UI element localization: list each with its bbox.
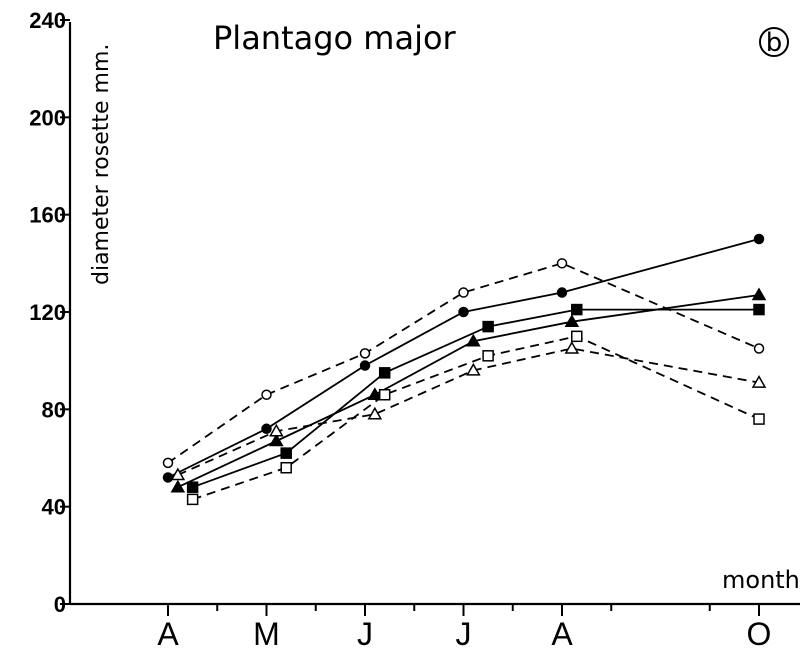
series-3-point-3	[458, 287, 469, 298]
series-0-point-0	[162, 472, 174, 483]
y-tick-label-1: 40	[42, 495, 66, 520]
series-0-point-1	[261, 423, 272, 435]
series-2-point-0	[186, 481, 199, 493]
series-2-point-3	[482, 320, 494, 333]
series-layer	[162, 233, 767, 506]
series-5	[186, 330, 765, 506]
chart-title: Plantago major	[213, 19, 457, 57]
series-0-point-3	[458, 306, 469, 318]
series-1-point-4	[564, 314, 580, 327]
series-2-point-2	[378, 367, 391, 379]
series-4-point-1	[269, 423, 284, 437]
series-1-point-0	[170, 479, 186, 493]
series-5-point-4	[571, 330, 583, 343]
series-0	[162, 233, 765, 483]
series-4-point-3	[466, 362, 481, 376]
series-4-line	[177, 347, 760, 476]
x-tick-label-3: J	[456, 616, 472, 649]
x-tick-label-5: O	[747, 616, 772, 649]
series-5-point-1	[280, 461, 292, 474]
series-1-point-2	[367, 387, 383, 400]
series-5-point-0	[186, 493, 199, 506]
series-3-point-0	[162, 457, 174, 469]
axes	[68, 22, 800, 606]
y-tick-label-6: 240	[29, 8, 66, 33]
series-0-line	[167, 238, 760, 479]
series-5-point-2	[378, 388, 391, 401]
y-tick-label-3: 120	[29, 300, 66, 325]
series-2-point-1	[280, 447, 292, 459]
series-4-point-4	[564, 340, 580, 354]
series-2-point-4	[571, 303, 583, 316]
panel-label-circle	[759, 27, 789, 57]
panel-label: b	[766, 28, 783, 58]
series-1-point-5	[751, 287, 767, 301]
x-tick-label-0: A	[157, 616, 179, 649]
series-1	[170, 287, 767, 493]
series-5-line	[192, 335, 760, 501]
y-tick-label-5: 200	[29, 105, 66, 130]
panel-label-badge: b	[759, 27, 789, 58]
y-tick-label-0: 0	[54, 592, 66, 617]
x-tick-label-1: M	[253, 616, 280, 649]
series-3-point-1	[261, 389, 272, 400]
series-3-line	[167, 262, 760, 464]
series-0-point-2	[359, 360, 371, 371]
series-4-point-0	[170, 467, 186, 481]
series-4-point-2	[367, 406, 383, 420]
series-3-point-5	[753, 343, 765, 354]
series-4-point-5	[751, 375, 767, 388]
series-3-point-4	[556, 258, 568, 269]
series-0-point-4	[556, 287, 568, 298]
series-5-point-5	[753, 413, 765, 425]
y-axis-label: diameter rosette mm.	[89, 44, 114, 285]
y-ticks: 0 40 80 120 160 200 240	[29, 8, 70, 617]
x-tick-label-4: A	[551, 616, 573, 649]
series-3	[162, 258, 765, 469]
series-5-point-3	[482, 350, 494, 362]
series-1-point-1	[269, 433, 284, 447]
series-2-line	[192, 308, 759, 489]
series-2	[186, 303, 765, 493]
y-tick-label-4: 160	[29, 203, 66, 228]
y-tick-label-2: 80	[42, 397, 66, 422]
series-4	[170, 340, 767, 481]
series-0-point-5	[753, 233, 765, 245]
series-2-point-5	[753, 303, 765, 316]
x-axis-label: month	[722, 566, 800, 594]
series-3-point-2	[359, 348, 371, 359]
series-1-point-3	[466, 333, 481, 347]
x-tick-label-2: J	[357, 616, 373, 649]
series-1-line	[177, 294, 760, 489]
